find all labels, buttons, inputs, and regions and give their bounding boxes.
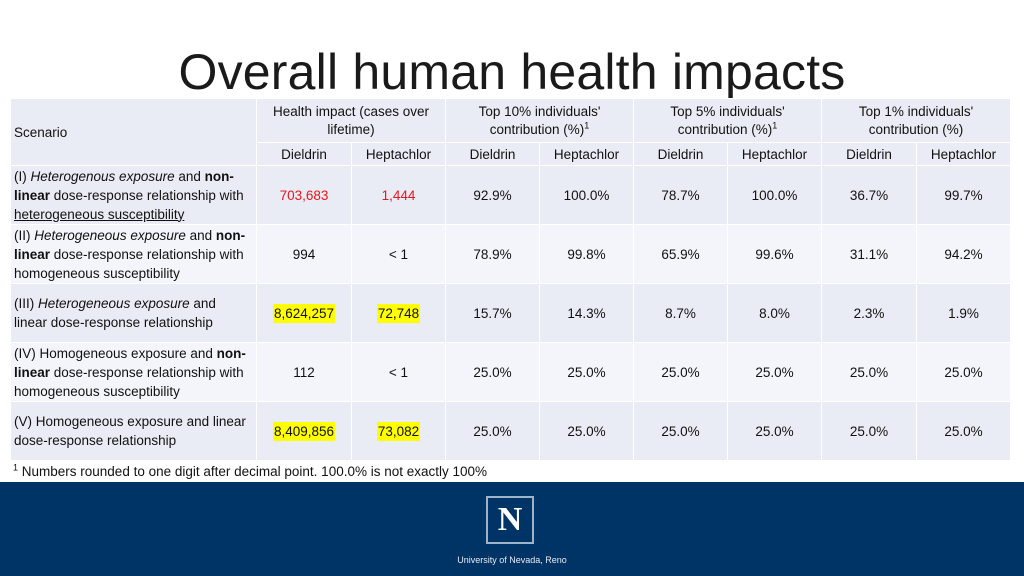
- scenario-text: dose-response relationship with: [50, 187, 244, 203]
- value-cell: 14.3%: [539, 283, 635, 343]
- header-group-health-impact: Health impact (cases over lifetime): [255, 98, 447, 143]
- subheader-heptachlor: Heptachlor: [539, 142, 635, 166]
- value-cell: 25.0%: [821, 342, 918, 402]
- results-table-container: Scenario Health impact (cases over lifet…: [10, 98, 1012, 483]
- scenario-cell: (I) Heterogenous exposure and non-linear…: [10, 165, 257, 225]
- value-cell: 73,082: [350, 401, 447, 461]
- value-cell: 100.0%: [727, 165, 823, 225]
- value-cell: 36.7%: [821, 165, 918, 225]
- value-cell: 25.0%: [727, 342, 823, 402]
- value-cell: 25.0%: [821, 401, 918, 461]
- table-row: (IV) Homogeneous exposure and non-linear…: [10, 342, 1012, 402]
- value-cell: 25.0%: [539, 342, 635, 402]
- scenario-text: and: [174, 168, 205, 184]
- subheader-heptachlor: Heptachlor: [916, 142, 1012, 166]
- subheader-dieldrin: Dieldrin: [445, 142, 541, 166]
- value-cell: < 1: [350, 342, 447, 402]
- subheader-heptachlor: Heptachlor: [350, 142, 447, 166]
- header-group-top1: Top 1% individuals' contribution (%): [821, 98, 1012, 143]
- value-cell: 1,444: [350, 165, 447, 225]
- subheader-heptachlor: Heptachlor: [727, 142, 823, 166]
- scenario-text: dose-response relationship with homogene…: [14, 246, 244, 281]
- scenario-cell: (II) Heterogeneous exposure and non-line…: [10, 224, 257, 284]
- value-cell: 8,409,856: [256, 401, 352, 461]
- highlighted-value: 72,748: [376, 303, 421, 323]
- footnote-text: Numbers rounded to one digit after decim…: [18, 464, 488, 479]
- value-cell: 8.0%: [727, 283, 823, 343]
- logo-letter: N: [497, 501, 523, 538]
- subheader-dieldrin: Dieldrin: [256, 142, 352, 166]
- highlighted-value: 73,082: [376, 421, 421, 441]
- value-cell: 703,683: [256, 165, 352, 225]
- table-footnote: 1 Numbers rounded to one digit after dec…: [10, 461, 1010, 483]
- value-cell: 25.0%: [916, 342, 1012, 402]
- value-cell: 100.0%: [539, 165, 635, 225]
- value-cell: 99.7%: [916, 165, 1012, 225]
- subheader-dieldrin: Dieldrin: [821, 142, 918, 166]
- value-cell: 25.0%: [539, 401, 635, 461]
- value-cell: 65.9%: [633, 224, 729, 284]
- scenario-text: (III): [14, 296, 38, 311]
- value-cell: 15.7%: [445, 283, 541, 343]
- header-group-label: Top 10% individuals' contribution (%): [478, 103, 601, 137]
- scenario-text: non-linear: [14, 345, 246, 380]
- scenario-text: Heterogeneous exposure: [38, 296, 190, 311]
- header-group-label: Top 5% individuals' contribution (%): [670, 103, 785, 137]
- scenario-text: (I): [14, 168, 31, 184]
- university-name: University of Nevada, Reno: [457, 555, 567, 565]
- value-cell: 25.0%: [633, 401, 729, 461]
- highlighted-value: 8,624,257: [272, 303, 336, 323]
- header-scenario: Scenario: [10, 98, 257, 166]
- value-cell: 8,624,257: [256, 283, 352, 343]
- scenario-cell: (III) Heterogeneous exposure and linear …: [10, 283, 257, 343]
- value-cell: 99.8%: [539, 224, 635, 284]
- header-group-label: Health impact (cases over lifetime): [272, 103, 430, 137]
- footnote-marker: 1: [772, 120, 778, 130]
- scenario-text: and: [185, 227, 216, 243]
- value-cell: 25.0%: [633, 342, 729, 402]
- value-cell: < 1: [350, 224, 447, 284]
- footnote-marker: 1: [13, 462, 19, 473]
- value-cell: 25.0%: [445, 401, 541, 461]
- table-row: (III) Heterogeneous exposure and linear …: [10, 283, 1012, 343]
- value-cell: 92.9%: [445, 165, 541, 225]
- footnote-marker: 1: [584, 120, 590, 130]
- scenario-text: non-linear: [14, 168, 234, 203]
- table-row: (II) Heterogeneous exposure and non-line…: [10, 224, 1012, 284]
- value-cell: 72,748: [350, 283, 447, 343]
- subheader-dieldrin: Dieldrin: [633, 142, 729, 166]
- value-cell: 1.9%: [916, 283, 1012, 343]
- scenario-cell: (V) Homogeneous exposure and linear dose…: [10, 401, 257, 461]
- header-group-top10: Top 10% individuals' contribution (%)1: [445, 98, 635, 143]
- university-logo: N: [486, 496, 534, 544]
- value-cell: 994: [256, 224, 352, 284]
- value-cell: 78.9%: [445, 224, 541, 284]
- scenario-cell: (IV) Homogeneous exposure and non-linear…: [10, 342, 257, 402]
- scenario-text: non-linear: [14, 227, 246, 262]
- value-cell: 2.3%: [821, 283, 918, 343]
- value-cell: 94.2%: [916, 224, 1012, 284]
- scenario-text: heterogeneous susceptibility: [14, 206, 185, 222]
- header-group-top5: Top 5% individuals' contribution (%)1: [633, 98, 823, 143]
- scenario-text: (II): [14, 227, 35, 243]
- value-cell: 25.0%: [727, 401, 823, 461]
- value-cell: 25.0%: [916, 401, 1012, 461]
- results-table: Scenario Health impact (cases over lifet…: [10, 98, 1012, 461]
- scenario-text: and linear dose-response relationship: [14, 296, 216, 330]
- value-cell: 78.7%: [633, 165, 729, 225]
- value-cell: 8.7%: [633, 283, 729, 343]
- value-cell: 25.0%: [445, 342, 541, 402]
- table-row: (V) Homogeneous exposure and linear dose…: [10, 401, 1012, 461]
- scenario-text: (IV) Homogeneous exposure and: [14, 345, 217, 361]
- value-cell: 99.6%: [727, 224, 823, 284]
- value-cell: 112: [256, 342, 352, 402]
- table-row: (I) Heterogenous exposure and non-linear…: [10, 165, 1012, 225]
- scenario-text: Heterogeneous exposure: [34, 227, 186, 243]
- scenario-text: Heterogenous exposure: [30, 168, 175, 184]
- value-cell: 31.1%: [821, 224, 918, 284]
- header-group-label: Top 1% individuals' contribution (%): [858, 103, 974, 137]
- scenario-text: dose-response relationship with homogene…: [14, 364, 244, 399]
- slide-title: Overall human health impacts: [178, 44, 846, 100]
- highlighted-value: 8,409,856: [272, 421, 336, 441]
